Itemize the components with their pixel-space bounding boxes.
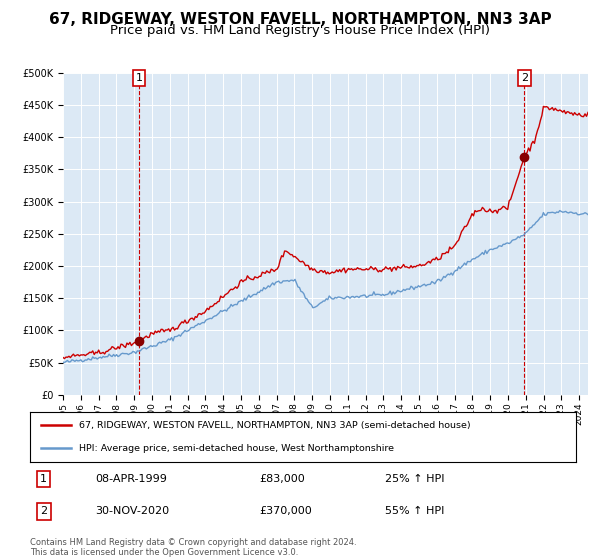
Text: 08-APR-1999: 08-APR-1999 — [95, 474, 167, 484]
Text: 67, RIDGEWAY, WESTON FAVELL, NORTHAMPTON, NN3 3AP: 67, RIDGEWAY, WESTON FAVELL, NORTHAMPTON… — [49, 12, 551, 27]
Text: 1: 1 — [136, 73, 142, 83]
Text: 2: 2 — [521, 73, 528, 83]
Text: Contains HM Land Registry data © Crown copyright and database right 2024.
This d: Contains HM Land Registry data © Crown c… — [30, 538, 356, 557]
Text: 2: 2 — [40, 506, 47, 516]
Text: Price paid vs. HM Land Registry's House Price Index (HPI): Price paid vs. HM Land Registry's House … — [110, 24, 490, 37]
Text: 67, RIDGEWAY, WESTON FAVELL, NORTHAMPTON, NN3 3AP (semi-detached house): 67, RIDGEWAY, WESTON FAVELL, NORTHAMPTON… — [79, 421, 471, 430]
Text: HPI: Average price, semi-detached house, West Northamptonshire: HPI: Average price, semi-detached house,… — [79, 444, 394, 453]
Text: 1: 1 — [40, 474, 47, 484]
Text: £370,000: £370,000 — [259, 506, 312, 516]
Text: 25% ↑ HPI: 25% ↑ HPI — [385, 474, 445, 484]
Text: 30-NOV-2020: 30-NOV-2020 — [95, 506, 170, 516]
Text: £83,000: £83,000 — [259, 474, 305, 484]
Text: 55% ↑ HPI: 55% ↑ HPI — [385, 506, 444, 516]
